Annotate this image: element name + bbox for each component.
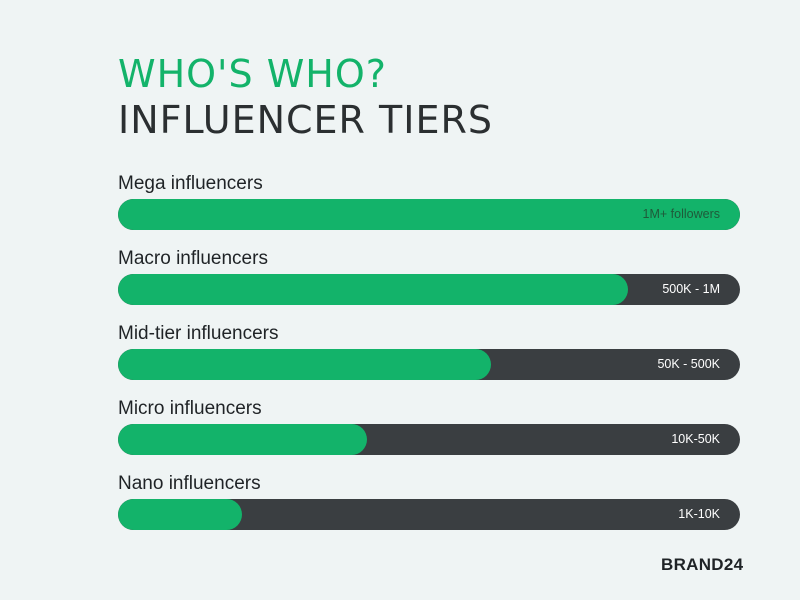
tier-label: Mega influencers — [118, 173, 263, 194]
tier-label: Mid-tier influencers — [118, 323, 279, 344]
tier-bar-track: 1K-10K — [118, 499, 740, 530]
tier-bar-fill — [118, 499, 242, 530]
tier-row: Micro influencers 10K-50K — [118, 397, 740, 457]
tier-bar-fill — [118, 199, 740, 230]
tier-bar-fill — [118, 274, 628, 305]
tier-bar-track: 1M+ followers — [118, 199, 740, 230]
tier-label: Nano influencers — [118, 473, 261, 494]
tier-row: Mid-tier influencers 50K - 500K — [118, 322, 740, 382]
tier-range-label: 50K - 500K — [657, 357, 720, 371]
page-title-line-2: INFLUENCER TIERS — [118, 98, 493, 142]
tier-range-label: 500K - 1M — [662, 282, 720, 296]
tier-bar-track: 10K-50K — [118, 424, 740, 455]
tier-row: Mega influencers 1M+ followers — [118, 172, 740, 232]
tier-row: Nano influencers 1K-10K — [118, 472, 740, 532]
tier-range-label: 10K-50K — [671, 432, 720, 446]
tier-bar-fill — [118, 424, 367, 455]
brand-logo: BRAND24 — [661, 555, 744, 574]
page-title-line-1: WHO'S WHO? — [118, 52, 387, 96]
tier-range-label: 1M+ followers — [642, 207, 720, 221]
tier-bar-track: 50K - 500K — [118, 349, 740, 380]
tier-label: Micro influencers — [118, 398, 262, 419]
tier-bar-track: 500K - 1M — [118, 274, 740, 305]
tier-bar-fill — [118, 349, 491, 380]
tier-label: Macro influencers — [118, 248, 268, 269]
tier-row: Macro influencers 500K - 1M — [118, 247, 740, 307]
tier-range-label: 1K-10K — [678, 507, 720, 521]
